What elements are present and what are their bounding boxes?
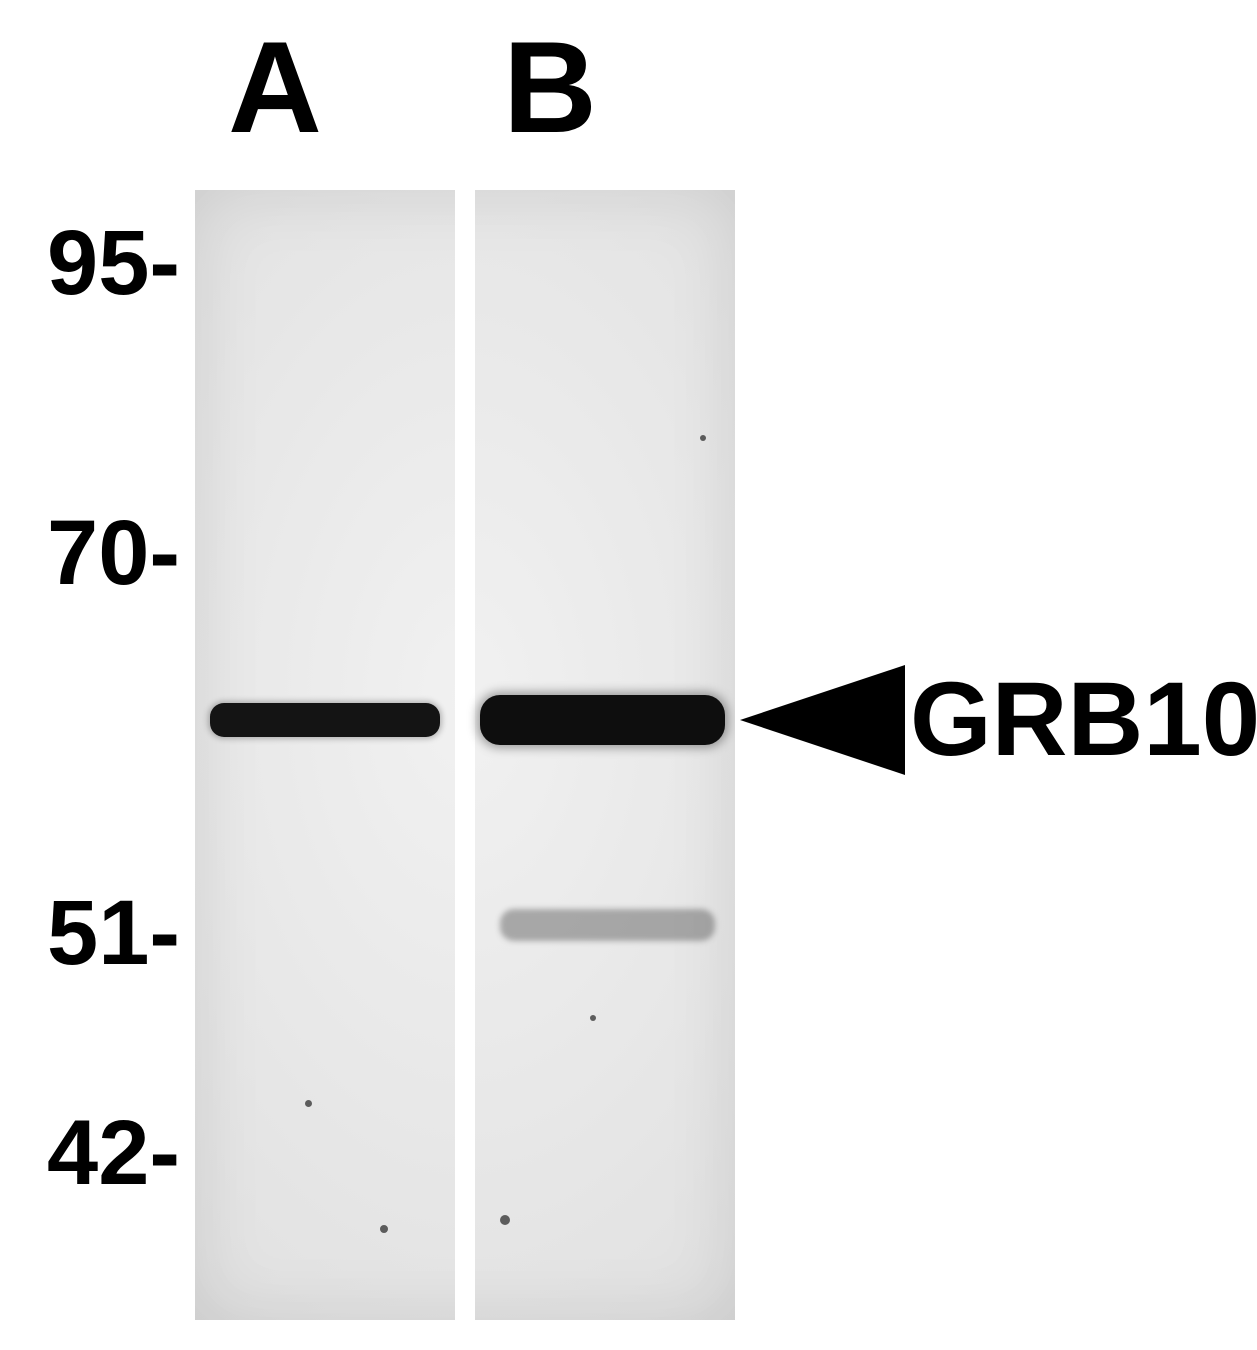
mw-label-1: 70- [0,501,180,606]
lane-label-a: A [215,12,335,162]
mw-label-3: 42- [0,1101,180,1206]
speckle [380,1225,388,1233]
mw-label-2: 51- [0,881,180,986]
speckle [500,1215,510,1225]
speckle [305,1100,312,1107]
speckle [590,1015,596,1021]
band-lane-a-grb10 [210,703,440,737]
target-arrow-icon [740,665,905,775]
lane-divider [455,190,475,1320]
mw-label-0: 95- [0,211,180,316]
speckle [700,435,706,441]
blot-membrane [195,190,735,1320]
band-lane-b-faint [500,909,715,941]
target-protein-label: GRB10 [910,660,1257,780]
band-lane-b-grb10 [480,695,725,745]
lane-label-b: B [490,12,610,162]
